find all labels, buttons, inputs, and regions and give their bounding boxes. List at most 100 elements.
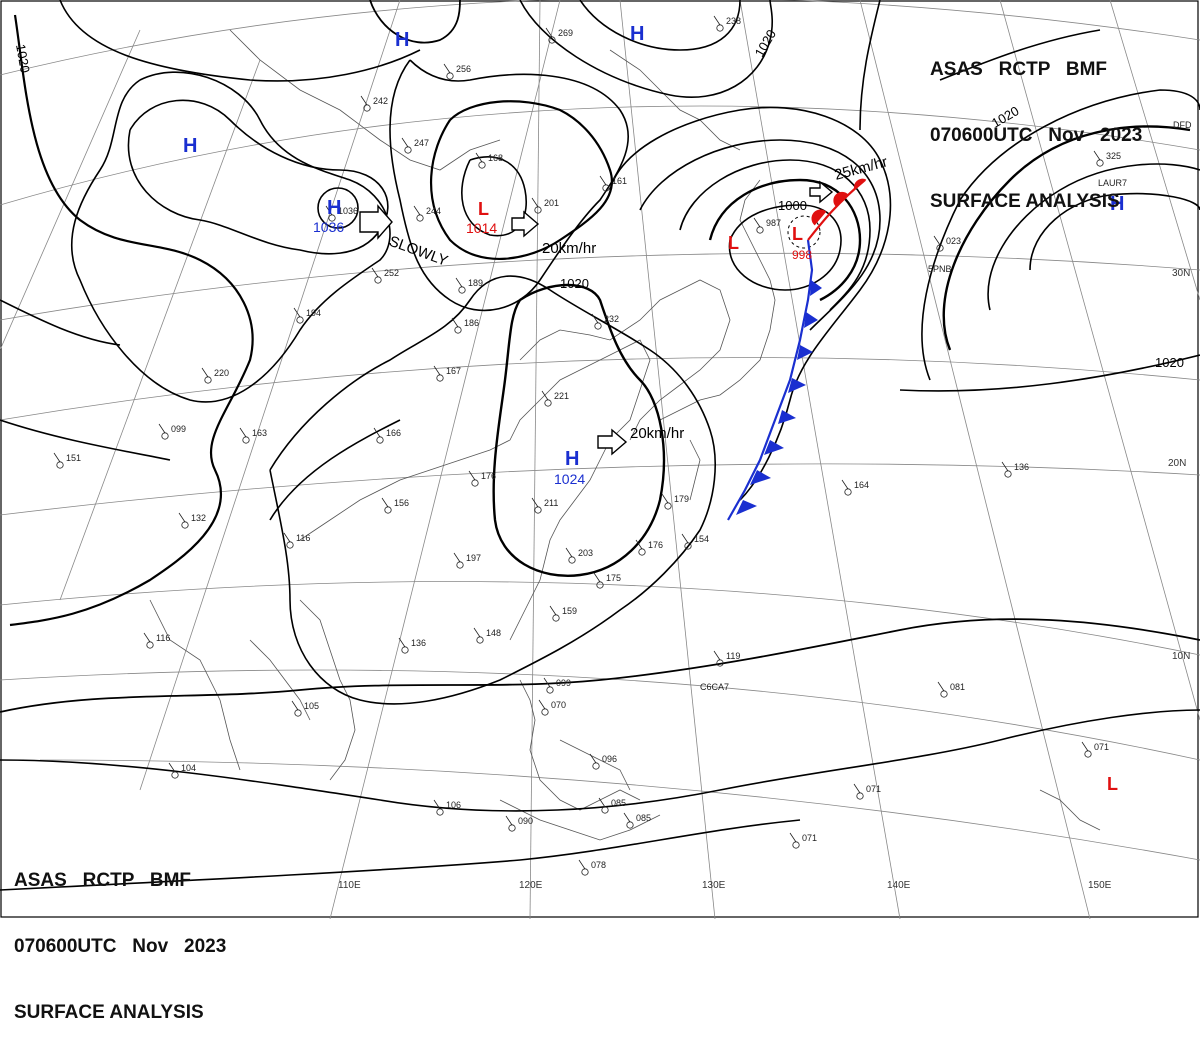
- wind-barb: [713, 650, 721, 661]
- wind-barb: [681, 533, 689, 544]
- station-pressure-label: 081: [950, 682, 965, 692]
- station-pressure-label: 167: [446, 366, 461, 376]
- wind-barb: [475, 152, 483, 163]
- station-pressure-label: 151: [66, 453, 81, 463]
- station-pressure-label: 194: [306, 308, 321, 318]
- longitude-grid: [0, 0, 1200, 919]
- isobar-label: 1020: [1155, 355, 1184, 370]
- station-pressure-label: 105: [304, 701, 319, 711]
- station-pressure-label: 201: [544, 198, 559, 208]
- wind-barb: [713, 15, 721, 26]
- wind-barb: [1093, 150, 1101, 161]
- header-year: 2023: [184, 936, 227, 957]
- warm-front: [807, 178, 867, 241]
- station-pressure-label: 154: [694, 534, 709, 544]
- station-pressure-label: 099: [171, 424, 186, 434]
- wind-barb: [283, 532, 291, 543]
- wind-barb: [661, 493, 669, 504]
- wind-barb: [578, 859, 586, 870]
- station-pressure-label: 189: [468, 278, 483, 288]
- isobar-label: 1020: [13, 43, 33, 74]
- header-line-2: 070600UTC Nov 2023: [14, 936, 226, 958]
- wind-barb: [589, 753, 597, 764]
- station-pressure-label: 090: [518, 816, 533, 826]
- ship-id-label: 5PNB: [928, 264, 952, 274]
- header-line-2: 070600UTC Nov 2023: [930, 125, 1142, 147]
- station-pressure-label: 161: [612, 176, 627, 186]
- station-pressure-label: 176: [481, 471, 496, 481]
- station-pressure-label: 256: [456, 64, 471, 74]
- header-line-1: ASAS RCTP BMF: [930, 59, 1142, 81]
- latitude-grid: [0, 0, 1200, 861]
- header-month: Nov: [1048, 125, 1085, 146]
- station-pressure-label: 232: [604, 314, 619, 324]
- map-border: [0, 0, 1199, 918]
- station-pressure-label: 085: [611, 798, 626, 808]
- wind-barb: [360, 95, 368, 106]
- station-pressure-label: 136: [411, 638, 426, 648]
- ship-id-label: DFD: [1173, 120, 1192, 130]
- wind-barb: [53, 452, 61, 463]
- station-pressure-label: 085: [636, 813, 651, 823]
- ship-id-label: LAUR7: [1098, 178, 1127, 188]
- low-center-1014: L: [478, 199, 489, 219]
- station-pressure-label: 252: [384, 268, 399, 278]
- station-pressure-label: 269: [558, 28, 573, 38]
- lon-label-110e: 110E: [338, 880, 361, 891]
- wind-barb: [398, 637, 406, 648]
- wind-barb: [538, 699, 546, 710]
- motion-20-south: 20km/hr: [630, 425, 684, 442]
- station-pressure-label: 242: [373, 96, 388, 106]
- header-station: RCTP: [998, 59, 1051, 80]
- header-time: 070600UTC: [930, 125, 1033, 146]
- low-center-998: L: [792, 224, 803, 244]
- wind-barb: [531, 497, 539, 508]
- station-pressure-label: 119: [726, 651, 740, 661]
- latitude-labels: 30N 20N 10N: [1168, 268, 1190, 662]
- header-agency: ASAS: [14, 870, 67, 891]
- wind-barb: [635, 539, 643, 550]
- station-pressure-label: 070: [551, 700, 566, 710]
- station-pressure-label: 148: [486, 628, 501, 638]
- station-pressure-label: 176: [648, 540, 663, 550]
- wind-barb: [531, 197, 539, 208]
- high-center-top-left: H: [395, 29, 409, 51]
- wind-barb: [291, 700, 299, 711]
- high-center-top-center: H: [630, 23, 644, 45]
- arrow-20-south: [597, 428, 628, 456]
- arrow-20-north: [511, 210, 540, 238]
- longitude-labels: 110E 120E 130E 140E 150E: [338, 880, 1112, 891]
- wind-barb: [401, 137, 409, 148]
- wind-barb: [853, 783, 861, 794]
- station-pressure-label: 987: [766, 218, 781, 228]
- wind-barb: [455, 277, 463, 288]
- wind-barb: [937, 681, 945, 692]
- station-pressure-label: 1036: [338, 206, 358, 216]
- high-center-pacific: H: [1110, 193, 1124, 215]
- lat-label-30n: 30N: [1172, 268, 1190, 279]
- station-pressure-label: 175: [606, 573, 621, 583]
- low-center-japan: L: [728, 233, 739, 253]
- arrow-slowly: [359, 204, 393, 240]
- wind-barb: [565, 547, 573, 558]
- high-center-west: H: [183, 135, 197, 157]
- cold-front: [727, 239, 822, 521]
- wind-barb: [373, 427, 381, 438]
- wind-barb: [593, 572, 601, 583]
- station-labels: 269 238 256 242 247 168 161 201 244 252 189 186 167 1…: [66, 16, 1192, 870]
- station-pressure-label: 221: [554, 391, 569, 401]
- wind-barb: [453, 552, 461, 563]
- header-line-3: SURFACE ANALYSIS: [14, 1002, 204, 1023]
- wind-barb: [789, 832, 797, 843]
- high-value-1024: 1024: [554, 471, 585, 487]
- station-pressure-label: 247: [414, 138, 429, 148]
- low-value-1014: 1014: [466, 220, 497, 236]
- wind-barb: [468, 470, 476, 481]
- ship-id-label: C6CA7: [700, 682, 729, 692]
- wind-barb: [545, 27, 553, 38]
- motion-20-north: 20km/hr: [542, 240, 596, 257]
- station-pressure-label: 116: [296, 533, 310, 543]
- lon-label-150e: 150E: [1088, 880, 1112, 891]
- station-pressure-label: 071: [866, 784, 881, 794]
- wind-barb: [753, 217, 761, 228]
